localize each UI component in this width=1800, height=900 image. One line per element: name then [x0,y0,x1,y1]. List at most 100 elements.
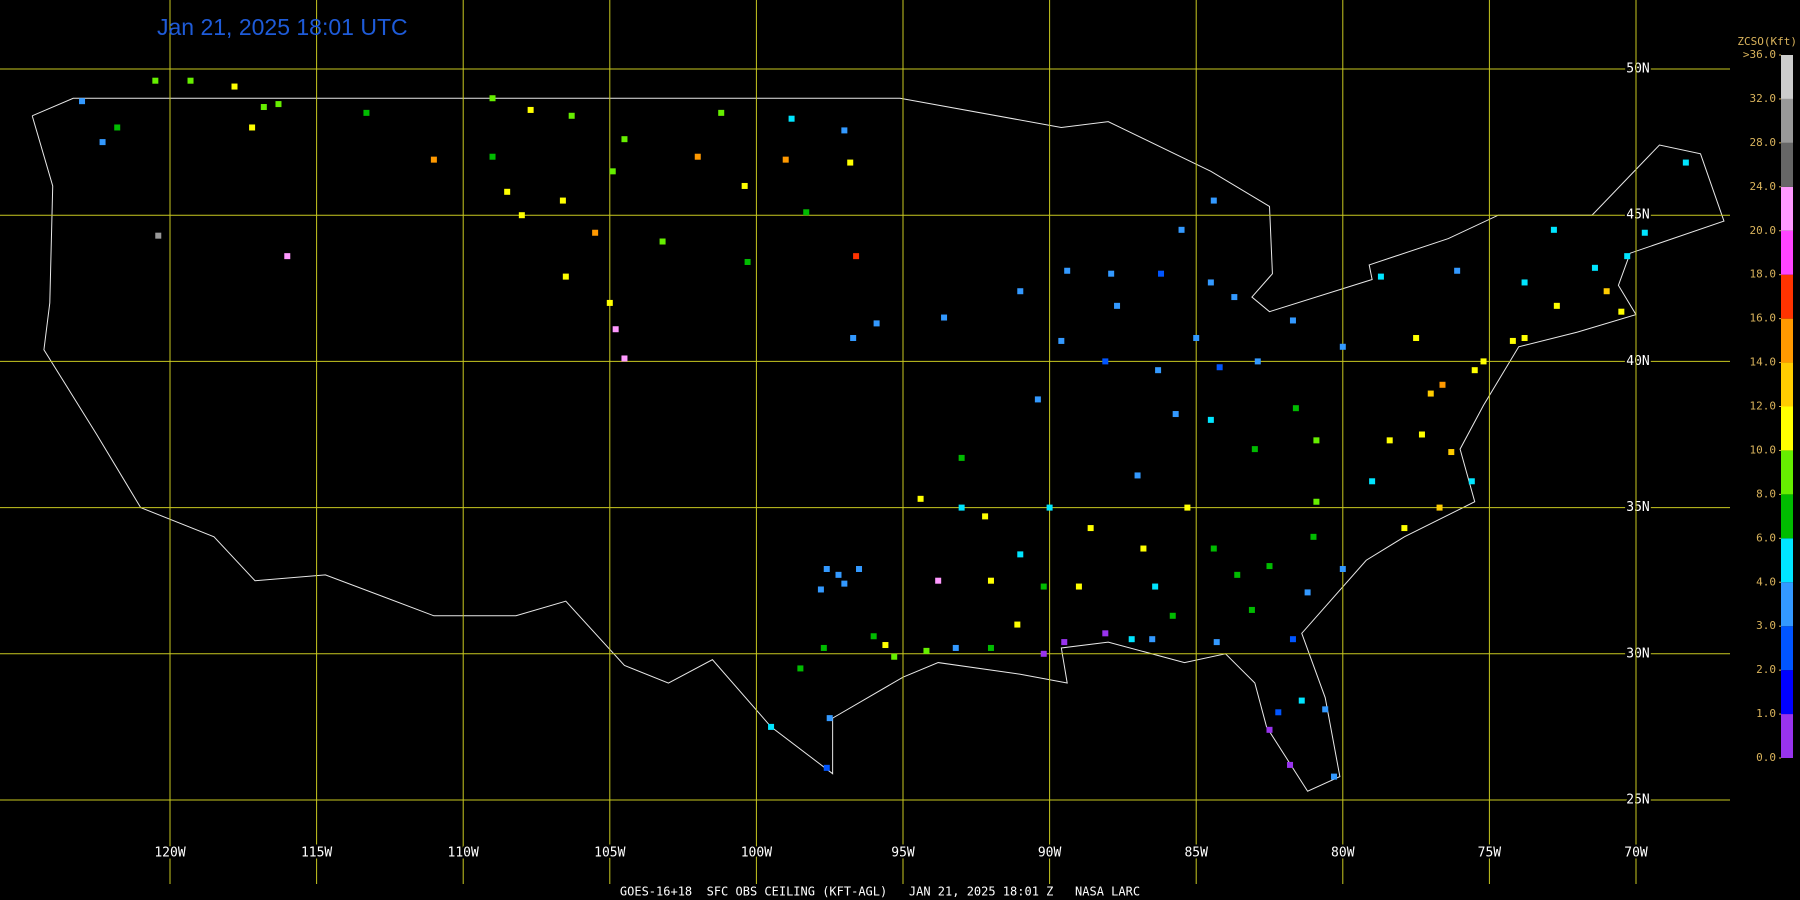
station [870,633,877,640]
station [1480,358,1487,365]
station [1448,449,1455,456]
station [1102,358,1109,365]
station [1114,302,1121,309]
legend-label: 2.0 [1756,663,1776,676]
legend-label: 4.0 [1756,575,1776,588]
station [1207,279,1214,286]
station [1313,498,1320,505]
station [1193,335,1200,342]
legend-label: 0.0 [1756,751,1776,764]
station [187,77,194,84]
station [1618,308,1625,315]
legend-band [1781,186,1793,231]
station [612,326,619,333]
legend-band [1781,406,1793,451]
station [518,212,525,219]
legend-label: 28.0 [1750,136,1777,149]
station [489,153,496,160]
legend-label: 12.0 [1750,400,1777,413]
station [1275,709,1282,716]
station [1266,726,1273,733]
lon-label: 95W [891,846,915,861]
station [952,644,959,651]
station [817,586,824,593]
station [363,109,370,116]
station [1014,621,1021,628]
station [1234,571,1241,578]
station [249,124,256,131]
legend-label: >36.0 [1743,48,1776,61]
station [1468,478,1475,485]
map-title: Jan 21, 2025 18:01 UTC [157,14,408,40]
lon-label: 100W [741,846,772,861]
legend-label: 3.0 [1756,619,1776,632]
station [1287,761,1294,768]
station [1254,358,1261,365]
station [1017,288,1024,295]
station [1550,226,1557,233]
station [856,566,863,573]
station [1413,335,1420,342]
lat-label: 30N [1626,646,1649,661]
station [284,253,291,260]
station [1369,478,1376,485]
station [917,495,924,502]
station [1134,472,1141,479]
station [1017,551,1024,558]
station [152,77,159,84]
station [820,644,827,651]
station [1040,583,1047,590]
station [1207,416,1214,423]
station [1108,270,1115,277]
legend-label: 8.0 [1756,487,1776,500]
station [987,577,994,584]
station [1292,405,1299,412]
station [841,580,848,587]
station [1266,563,1273,570]
station [1152,583,1159,590]
station [155,232,162,239]
station [1058,337,1065,344]
station [768,723,775,730]
station [1210,197,1217,204]
station [606,299,613,306]
station [609,168,616,175]
station [841,127,848,134]
station [1298,697,1305,704]
legend-band [1781,274,1793,319]
station [1304,589,1311,596]
station [1040,650,1047,657]
station [718,109,725,116]
station [231,83,238,90]
graticule: 50N 45N 40N 35N 30N 25N 120W 115W 110W 105W 100W 95… [0,0,1730,884]
legend-band [1781,714,1793,758]
legend-band [1781,142,1793,187]
legend-band [1781,670,1793,715]
lon-label: 120W [154,846,185,861]
station [935,577,942,584]
lon-label: 110W [448,846,479,861]
station [797,665,804,672]
station [559,197,566,204]
station [1248,606,1255,613]
station [823,566,830,573]
legend-label: 14.0 [1750,356,1777,369]
legend-label: 32.0 [1750,92,1777,105]
lon-label: 115W [301,846,332,861]
station [1641,229,1648,236]
station [1521,335,1528,342]
station [873,320,880,327]
station [958,454,965,461]
station [741,182,748,189]
legend-label: 1.0 [1756,707,1776,720]
stations [79,77,1689,780]
station [826,715,833,722]
station [275,101,282,108]
station [941,314,948,321]
station [430,156,437,163]
station [1128,636,1135,643]
station [1454,267,1461,274]
station [1418,431,1425,438]
legend-band [1781,362,1793,407]
